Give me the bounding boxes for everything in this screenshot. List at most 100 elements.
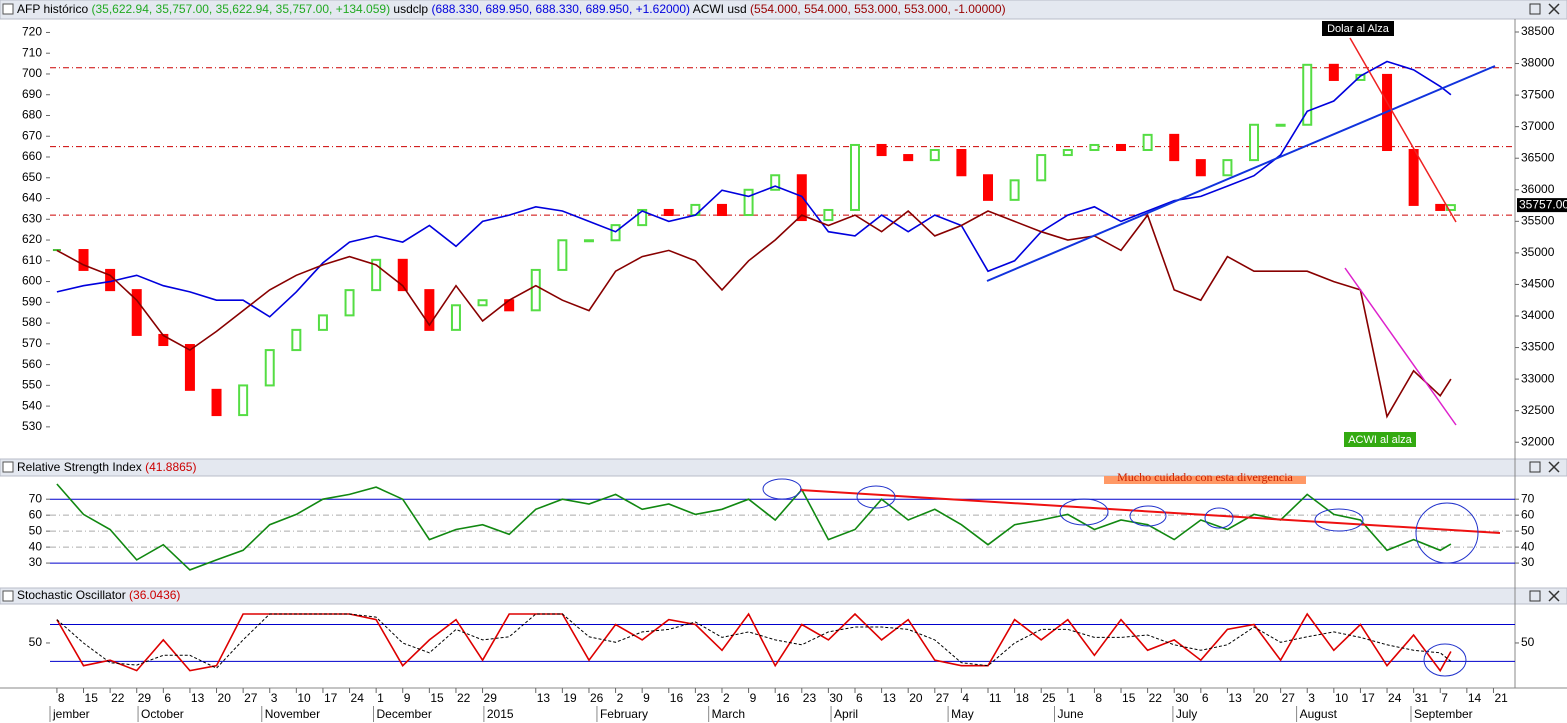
x-tick-label: 24 <box>1388 691 1402 705</box>
month-label: November <box>265 707 320 721</box>
x-tick-label: 8 <box>1095 691 1102 705</box>
series-line <box>56 483 1452 571</box>
trend-line <box>1344 267 1457 426</box>
x-tick-label: 6 <box>164 691 171 705</box>
price-bar <box>397 258 408 292</box>
circle-mark <box>762 478 802 500</box>
plot-layer: 5305405505605705805906006106206306406506… <box>22 24 1567 722</box>
price-bar <box>344 289 355 317</box>
price-bar <box>1435 203 1446 211</box>
y-tick-label: 640 <box>22 191 42 205</box>
x-tick-label: 21 <box>1494 691 1508 705</box>
y-tick-label: 600 <box>22 274 42 288</box>
price-bar <box>637 208 648 227</box>
y2-tick-label: 33000 <box>1521 371 1555 385</box>
x-tick-label: 7 <box>1441 691 1448 705</box>
y-tick-label: 540 <box>22 398 42 412</box>
y-tick-label: 50 <box>29 523 43 537</box>
x-tick-label: 19 <box>563 691 577 705</box>
price-bar <box>610 224 621 242</box>
y-tick-label: 40 <box>1521 539 1535 553</box>
y2-tick-label: 37500 <box>1521 87 1555 101</box>
x-tick-label: 4 <box>962 691 969 705</box>
close-button[interactable] <box>1548 3 1560 15</box>
price-bar <box>716 203 727 217</box>
circle-mark <box>856 485 896 509</box>
y2-tick-label: 38000 <box>1521 56 1555 70</box>
maximize-button[interactable] <box>1529 590 1541 602</box>
price-bar <box>184 344 195 391</box>
price-bar <box>1355 73 1366 81</box>
legend-name: ACWI usd <box>693 2 747 16</box>
x-tick-label: 17 <box>324 691 338 705</box>
y2-tick-label: 32000 <box>1521 434 1555 448</box>
main-header <box>0 0 1567 20</box>
price-bar <box>956 149 967 177</box>
price-bar <box>583 239 594 243</box>
y-tick-label: 610 <box>22 253 42 267</box>
x-tick-label: 20 <box>218 691 232 705</box>
maximize-button[interactable] <box>1529 3 1541 15</box>
price-bar <box>743 188 754 217</box>
series-line <box>56 613 1452 669</box>
divergence-circles <box>762 478 1479 677</box>
pane-value: (36.0436) <box>129 588 180 602</box>
circle-mark <box>1059 498 1109 526</box>
window-buttons[interactable] <box>1529 3 1560 602</box>
price-bar <box>371 258 382 292</box>
x-tick-label: 20 <box>1255 691 1269 705</box>
price-bar <box>1195 159 1206 177</box>
y-tick-label: 530 <box>22 419 42 433</box>
month-label: July <box>1176 707 1197 721</box>
close-button[interactable] <box>1548 461 1560 473</box>
x-tick-label: 13 <box>1228 691 1242 705</box>
price-bar <box>1408 149 1419 206</box>
circle-mark <box>1314 508 1364 532</box>
x-tick-label: 29 <box>484 691 498 705</box>
price-bar <box>238 384 249 417</box>
y-tick-label: 650 <box>22 170 42 184</box>
x-tick-label: 2 <box>723 691 730 705</box>
y-tick-label: 660 <box>22 149 42 163</box>
pane-value: (41.8865) <box>145 460 196 474</box>
y-tick-label: 60 <box>1521 507 1535 521</box>
month-label: March <box>712 707 745 721</box>
close-button[interactable] <box>1548 590 1560 602</box>
maximize-button[interactable] <box>1529 461 1541 473</box>
x-tick-label: 15 <box>1122 691 1136 705</box>
legend-values: (35,622.94, 35,757.00, 35,622.94, 35,757… <box>91 2 390 16</box>
price-bar <box>983 174 994 201</box>
x-tick-label: 18 <box>1016 691 1030 705</box>
y-tick-label: 630 <box>22 211 42 225</box>
y-tick-label: 560 <box>22 357 42 371</box>
price-bar <box>1036 154 1047 182</box>
x-tick-label: 6 <box>856 691 863 705</box>
price-bar <box>131 289 142 336</box>
x-tick-label: 3 <box>1308 691 1315 705</box>
x-tick-label: 9 <box>404 691 411 705</box>
x-tick-label: 6 <box>1202 691 1209 705</box>
price-bar <box>477 299 488 307</box>
x-tick-label: 13 <box>537 691 551 705</box>
month-label: 2015 <box>487 707 514 721</box>
y-tick-label: 50 <box>29 635 43 649</box>
circle-mark <box>1129 505 1167 527</box>
month-label: June <box>1058 707 1084 721</box>
y2-tick-label: 35000 <box>1521 245 1555 259</box>
y-tick-label: 590 <box>22 294 42 308</box>
pane-icon <box>2 461 14 473</box>
x-tick-label: 23 <box>696 691 710 705</box>
x-tick-label: 8 <box>58 691 65 705</box>
price-bar <box>291 328 302 352</box>
pane-icon <box>2 3 14 15</box>
x-tick-label: 22 <box>111 691 125 705</box>
y-tick-label: 70 <box>1521 491 1535 505</box>
x-tick-label: 2 <box>617 691 624 705</box>
y-tick-label: 580 <box>22 315 42 329</box>
x-tick-label: 1 <box>377 691 384 705</box>
last-value-box <box>1517 198 1567 213</box>
y-tick-label: 670 <box>22 128 42 142</box>
y-tick-label: 720 <box>22 25 42 39</box>
annotation: ACWI al alza <box>1348 434 1412 446</box>
